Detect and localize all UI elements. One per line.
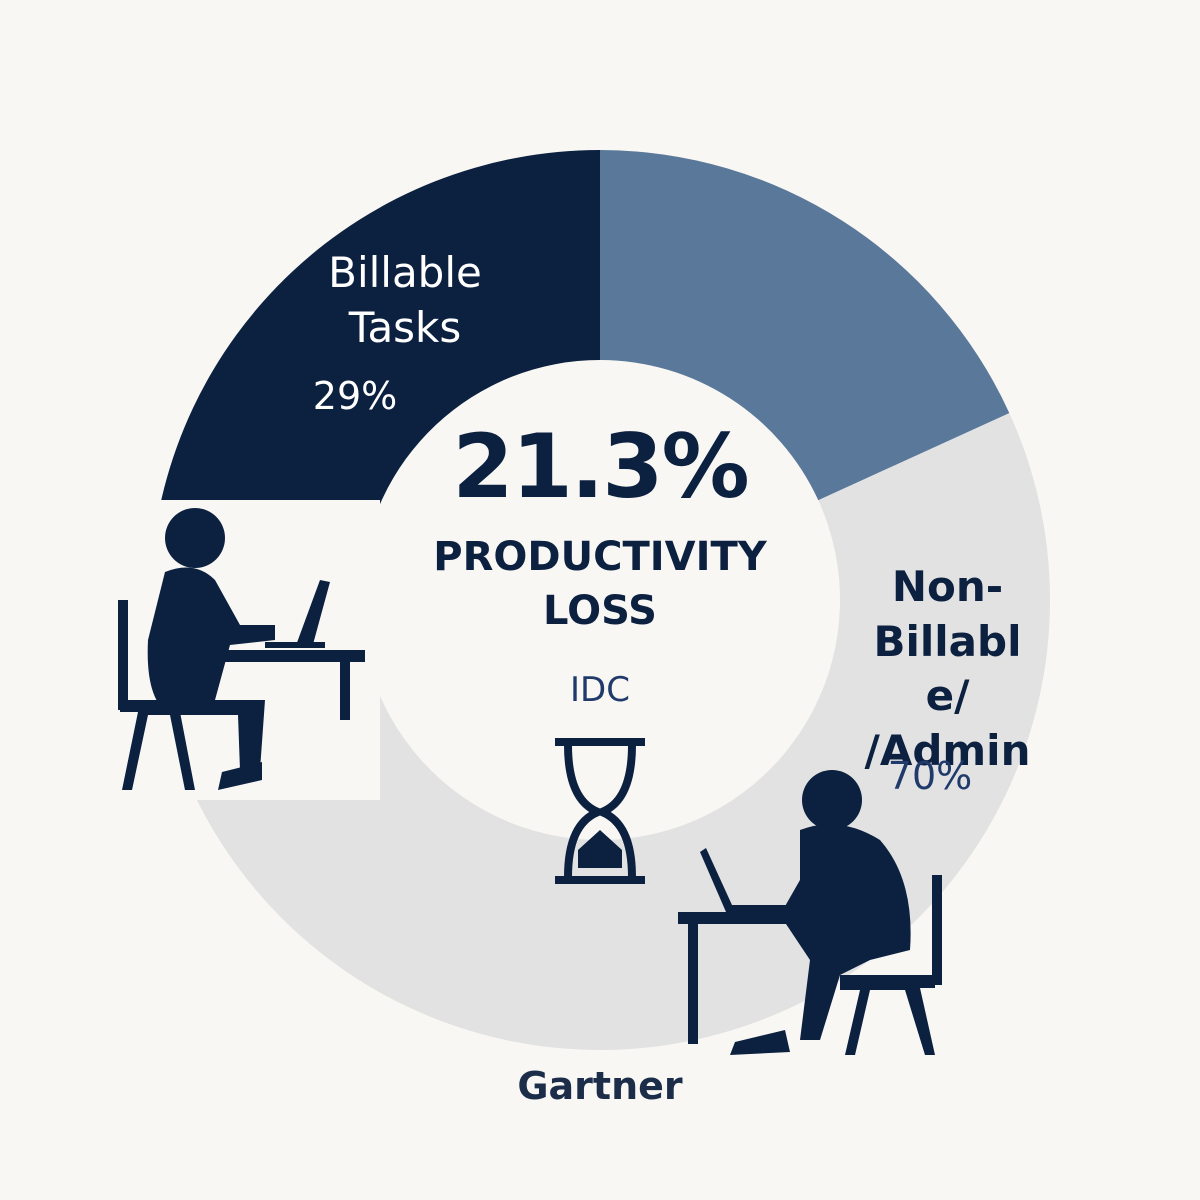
headline: 21.3% xyxy=(452,415,749,518)
subtitle: PRODUCTIVITY LOSS xyxy=(433,534,767,634)
person-stressed-icon xyxy=(678,770,942,1055)
donut-segment xyxy=(600,150,1010,501)
source-label: IDC xyxy=(570,670,630,710)
value-label: 70% xyxy=(887,754,973,798)
donut-segment xyxy=(150,150,600,585)
person-typing-icon xyxy=(118,500,380,800)
hourglass-icon xyxy=(555,738,645,884)
category-label: Non-Billable/ /Admin xyxy=(864,562,1031,775)
source-label: Gartner xyxy=(517,1064,683,1108)
category-label: Billable Tasks xyxy=(328,248,482,352)
value-label: 29% xyxy=(312,374,398,418)
